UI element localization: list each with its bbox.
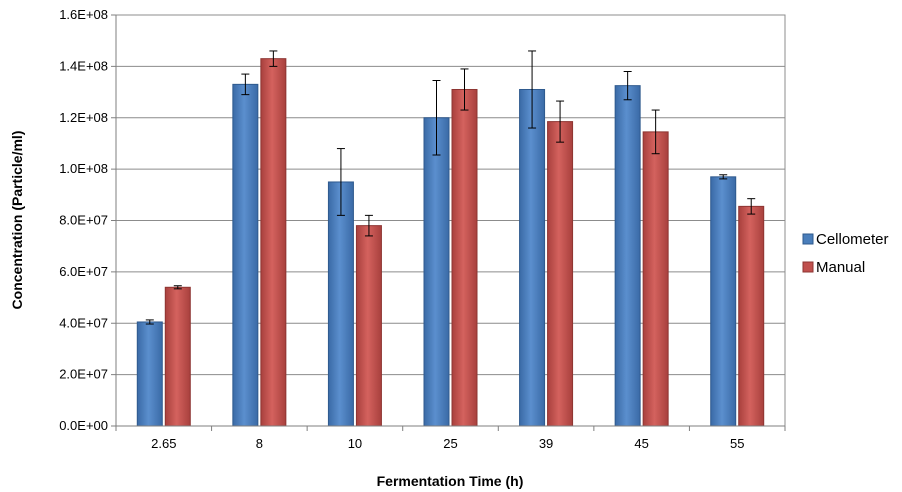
y-axis-tick-labels: 0.0E+00 2.0E+07 4.0E+07 6.0E+07 8.0E+07 1.0E+… xyxy=(59,7,108,433)
bar-manual-2.65 xyxy=(164,286,191,427)
legend-label-manual: Manual xyxy=(816,259,865,276)
x-tick-label: 55 xyxy=(730,436,744,451)
y-tick-label: 8.0E+07 xyxy=(59,213,108,228)
bars xyxy=(136,58,765,427)
legend-label-cellometer: Cellometer xyxy=(816,231,889,248)
bar-cellometer-39 xyxy=(519,88,546,427)
legend-swatch-cellometer xyxy=(802,233,814,245)
y-tick-label: 2.0E+07 xyxy=(59,367,108,382)
bar-cellometer-8 xyxy=(232,83,259,427)
x-tick-label: 8 xyxy=(256,436,263,451)
bar-manual-39 xyxy=(547,121,574,427)
bar-manual-55 xyxy=(738,205,765,427)
plot-area xyxy=(111,14,786,431)
y-tick-label: 1.6E+08 xyxy=(59,7,108,22)
x-axis-title: Fermentation Time (h) xyxy=(377,473,524,489)
x-tick-label: 25 xyxy=(443,436,457,451)
bar-cellometer-2.65 xyxy=(136,321,163,427)
bar-cellometer-45 xyxy=(614,85,641,427)
y-tick-label: 1.0E+08 xyxy=(59,161,108,176)
x-tick-label: 45 xyxy=(634,436,648,451)
axes xyxy=(111,14,786,431)
bar-cellometer-55 xyxy=(710,176,737,427)
y-axis-title: Concentration (Particle/ml) xyxy=(9,131,25,310)
x-axis-tick-labels: 2.65 8 10 25 39 45 55 xyxy=(151,436,744,451)
bar-manual-45 xyxy=(642,131,669,427)
x-tick-label: 10 xyxy=(348,436,362,451)
y-tick-label: 1.2E+08 xyxy=(59,110,108,125)
y-tick-label: 1.4E+08 xyxy=(59,58,108,73)
y-tick-label: 4.0E+07 xyxy=(59,315,108,330)
y-tick-label: 0.0E+00 xyxy=(59,418,108,433)
error-bars xyxy=(145,50,756,325)
legend: Cellometer Manual xyxy=(802,231,889,276)
y-tick-label: 6.0E+07 xyxy=(59,264,108,279)
bar-cellometer-10 xyxy=(327,181,354,427)
bar-cellometer-25 xyxy=(423,117,450,427)
bar-manual-10 xyxy=(355,225,382,427)
bar-manual-25 xyxy=(451,88,478,427)
bar-manual-8 xyxy=(260,58,287,427)
legend-swatch-manual xyxy=(802,261,814,273)
x-tick-label: 2.65 xyxy=(151,436,176,451)
x-tick-label: 39 xyxy=(539,436,553,451)
